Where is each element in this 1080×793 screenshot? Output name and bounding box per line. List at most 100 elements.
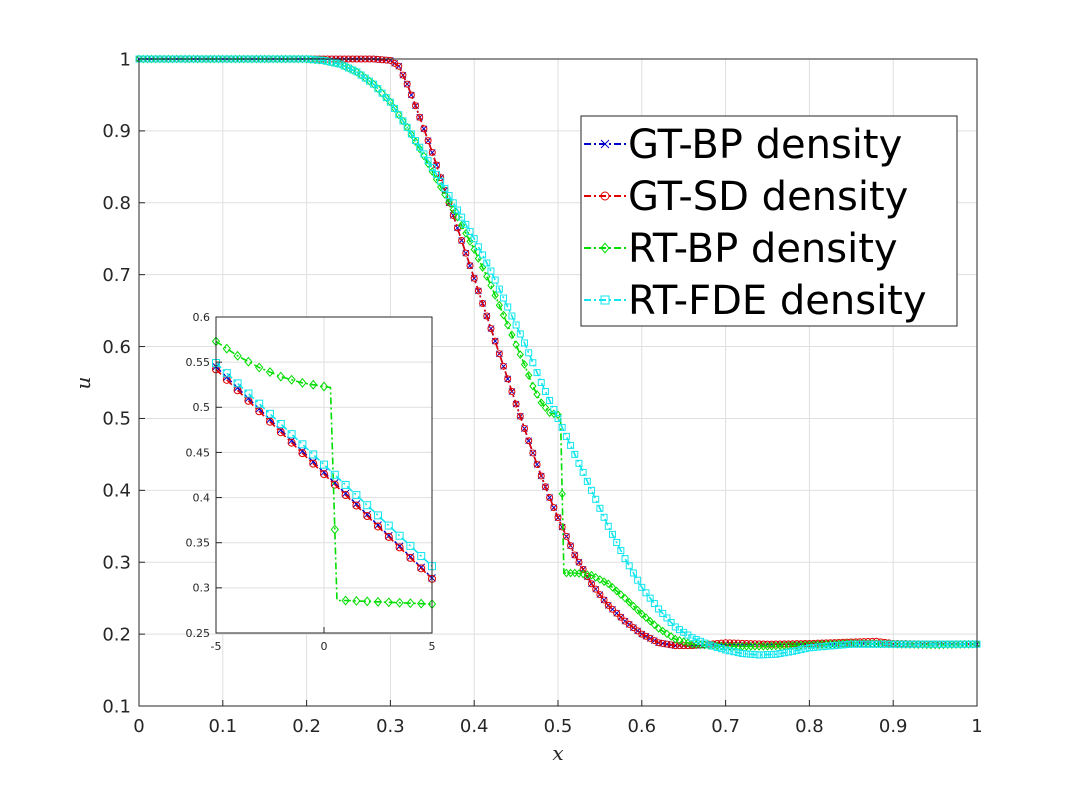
series-marker bbox=[759, 651, 767, 659]
series-marker bbox=[424, 159, 432, 169]
y-tick-label: 0.6 bbox=[102, 337, 131, 358]
series-marker bbox=[655, 639, 663, 647]
series-marker bbox=[424, 137, 432, 145]
series-marker bbox=[458, 237, 466, 245]
series-marker bbox=[747, 650, 755, 658]
series-marker bbox=[960, 640, 968, 648]
series-marker bbox=[363, 511, 372, 520]
series-marker bbox=[255, 399, 264, 408]
series-marker bbox=[667, 632, 675, 641]
series-marker bbox=[287, 374, 296, 385]
series-marker bbox=[349, 66, 357, 74]
series-marker bbox=[417, 552, 426, 561]
series-marker bbox=[755, 651, 763, 659]
x-tick-label: 0.2 bbox=[292, 716, 321, 737]
series-marker bbox=[233, 350, 242, 361]
series-marker bbox=[608, 583, 617, 592]
series-marker bbox=[373, 596, 383, 607]
y-tick-label: 0.5 bbox=[193, 401, 211, 414]
series-marker bbox=[717, 645, 725, 653]
series-marker bbox=[340, 62, 348, 70]
series-marker bbox=[571, 450, 579, 458]
y-tick-label: 0.55 bbox=[186, 356, 211, 369]
series-gt-sd-density bbox=[212, 365, 436, 583]
series-marker bbox=[341, 489, 350, 498]
series-marker bbox=[320, 460, 328, 469]
series-marker bbox=[403, 122, 411, 132]
series-marker bbox=[512, 321, 520, 329]
series-marker bbox=[222, 343, 231, 354]
series-marker bbox=[872, 640, 880, 648]
series-marker bbox=[420, 125, 428, 133]
series-marker bbox=[567, 542, 575, 550]
series-marker bbox=[621, 593, 629, 603]
series-marker bbox=[520, 339, 528, 347]
legend-label: GT-SD density bbox=[628, 174, 908, 220]
series-marker bbox=[638, 583, 646, 591]
series-marker bbox=[399, 117, 407, 125]
series-marker bbox=[384, 531, 393, 540]
series-marker bbox=[233, 379, 242, 388]
x-tick-label: 0.5 bbox=[544, 716, 573, 737]
series-marker bbox=[965, 640, 973, 648]
series-marker bbox=[676, 642, 684, 650]
x-tick-label: 1 bbox=[971, 716, 982, 737]
series-marker bbox=[533, 369, 541, 377]
series-marker bbox=[495, 285, 503, 293]
series-marker bbox=[352, 595, 361, 606]
series-marker bbox=[898, 640, 906, 648]
series-marker bbox=[500, 362, 508, 370]
series-marker bbox=[462, 249, 470, 257]
series-marker bbox=[588, 580, 596, 588]
series-marker bbox=[910, 640, 918, 648]
series-marker bbox=[378, 89, 386, 97]
y-tick-label: 0.5 bbox=[102, 409, 131, 430]
series-marker bbox=[722, 646, 730, 654]
series-marker bbox=[382, 94, 390, 102]
series-marker bbox=[470, 245, 478, 254]
series-marker bbox=[801, 645, 809, 653]
series-marker bbox=[793, 646, 801, 654]
legend-label: RT-BP density bbox=[628, 226, 898, 272]
series-marker bbox=[457, 220, 466, 230]
series-marker bbox=[345, 64, 352, 72]
series-marker bbox=[554, 414, 562, 422]
series-marker bbox=[390, 104, 399, 113]
series-rt-fde-density bbox=[212, 359, 436, 571]
y-tick-label: 0.3 bbox=[102, 553, 131, 574]
series-marker bbox=[780, 649, 788, 657]
series-marker bbox=[420, 150, 428, 158]
series-marker bbox=[541, 387, 549, 395]
series-marker bbox=[751, 651, 759, 659]
series-marker bbox=[646, 594, 654, 602]
series-marker bbox=[330, 524, 339, 535]
series-marker bbox=[391, 104, 399, 112]
series-marker bbox=[554, 514, 562, 522]
series-marker bbox=[613, 538, 621, 546]
series-marker bbox=[324, 57, 332, 65]
series-marker bbox=[491, 290, 499, 300]
series-marker bbox=[684, 638, 692, 648]
series-marker bbox=[948, 640, 956, 648]
series-marker bbox=[399, 71, 407, 79]
legend-label: RT-FDE density bbox=[628, 278, 927, 324]
series-line bbox=[139, 58, 977, 656]
series-marker bbox=[596, 591, 604, 599]
series-marker bbox=[537, 472, 545, 480]
series-marker bbox=[407, 130, 416, 139]
series-marker bbox=[341, 480, 350, 489]
series-marker bbox=[558, 489, 566, 499]
series-marker bbox=[709, 642, 717, 650]
y-tick-label: 0.6 bbox=[193, 311, 211, 324]
series-marker bbox=[621, 555, 629, 563]
series-marker bbox=[395, 111, 403, 119]
series-marker bbox=[533, 460, 541, 468]
series-marker bbox=[332, 59, 340, 67]
series-marker bbox=[914, 640, 922, 648]
series-marker bbox=[659, 609, 667, 617]
series-marker bbox=[944, 640, 952, 648]
series-marker bbox=[516, 412, 524, 420]
series-marker bbox=[266, 417, 274, 426]
series-marker bbox=[571, 551, 579, 559]
legend-marker bbox=[600, 191, 610, 201]
